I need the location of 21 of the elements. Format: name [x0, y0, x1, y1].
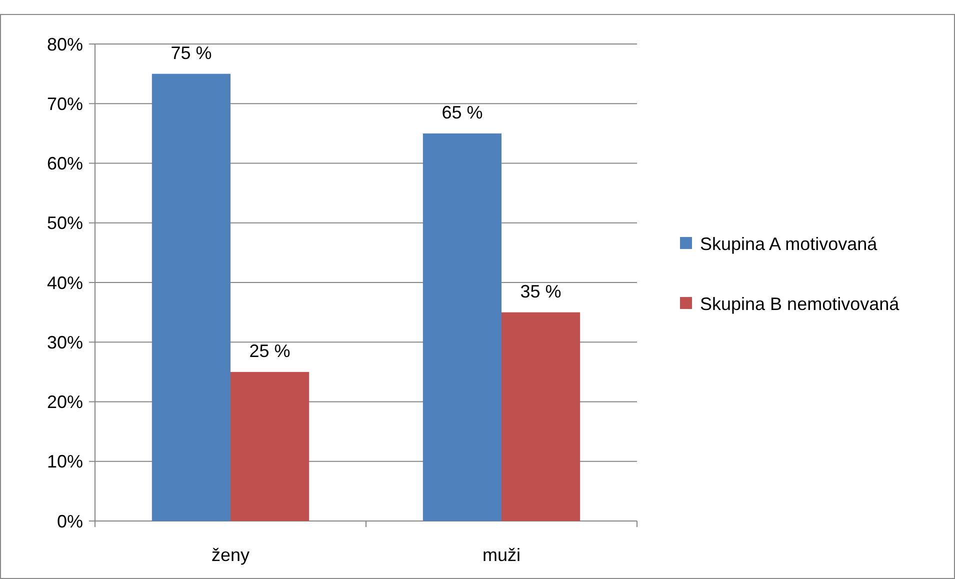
bar	[422, 133, 502, 521]
x-tick-label: muži	[482, 545, 521, 565]
data-label: 75 %	[170, 42, 212, 63]
data-label: 35 %	[520, 281, 562, 302]
bar	[152, 74, 230, 521]
y-tick-label: 30%	[46, 332, 83, 352]
y-tick-label: 10%	[46, 452, 83, 472]
y-tick-label: 50%	[46, 213, 83, 234]
data-label: 65 %	[442, 102, 483, 122]
legend-label: Skupina B nemotivovaná	[700, 294, 900, 314]
y-tick-label: 20%	[46, 392, 83, 412]
y-tick-label: 60%	[46, 154, 83, 174]
y-tick-label: 0%	[56, 511, 83, 532]
x-tick-label: ženy	[211, 545, 250, 565]
y-tick-label: 80%	[46, 34, 83, 54]
bar	[502, 312, 580, 521]
data-label: 25 %	[249, 340, 290, 361]
y-tick-label: 40%	[46, 272, 83, 293]
y-tick-label: 70%	[46, 94, 83, 114]
bar	[230, 372, 310, 521]
legend-label: Skupina A motivovaná	[700, 234, 878, 254]
